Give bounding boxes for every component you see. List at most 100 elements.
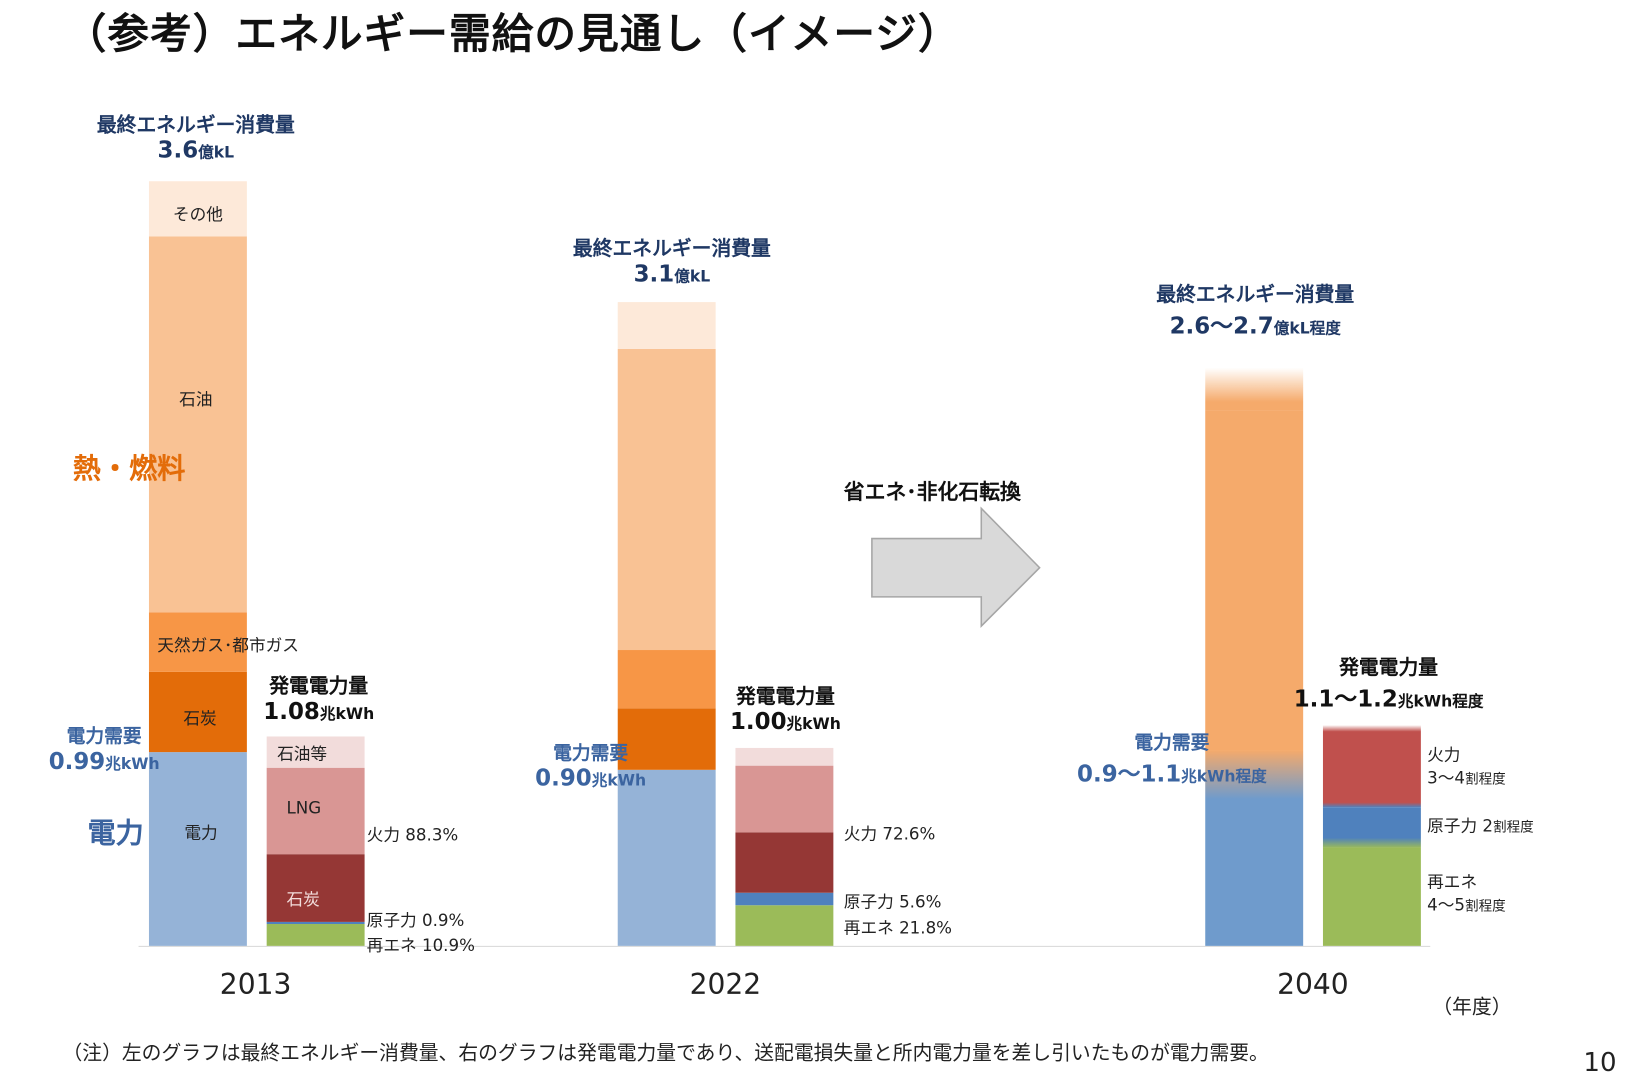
- share-label: 再エネ: [1427, 871, 1478, 892]
- footnote: （注）左のグラフは最終エネルギー消費量、右のグラフは発電電力量であり、送配電損失…: [62, 1041, 1269, 1065]
- label-oil: 石油: [179, 389, 213, 410]
- total-value: 2.6～2.7: [1169, 313, 1274, 340]
- unit: 兆kWh程度: [1397, 691, 1484, 711]
- page-title: （参考）エネルギー需給の見通し（イメージ）: [64, 10, 961, 59]
- generation-bar-oil_etc-2013: [266, 736, 365, 768]
- demand-title: 電力需要: [1134, 732, 1210, 755]
- final-energy-label-2013: 最終エネルギー消費量 3.6億kL: [94, 109, 298, 164]
- label-electricity: 電力: [184, 822, 218, 843]
- generation-bar-renewable-2013: [266, 924, 365, 946]
- unit: 割程度: [1465, 771, 1506, 788]
- year-2022: 2022: [689, 968, 762, 1002]
- electricity-big-label: 電力: [87, 817, 144, 851]
- energy-bar-gas-2022: [617, 650, 716, 708]
- share-value: 3～4: [1427, 767, 1466, 788]
- label-coal: 石炭: [183, 708, 217, 729]
- unit: 億kL程度: [1273, 318, 1341, 338]
- final-energy-title: 最終エネルギー消費量: [96, 113, 295, 137]
- demand-title: 電力需要: [553, 742, 629, 765]
- demand-label-2013: 電力需要 0.99兆kWh: [42, 722, 167, 775]
- generation-value: 1.08: [263, 698, 320, 726]
- share-thermal-2022: 火力 72.6%: [843, 823, 936, 844]
- generation-title: 発電電力量: [1339, 656, 1439, 680]
- unit: 億kL: [674, 266, 711, 286]
- heat-fuel-label: 熱・燃料: [72, 453, 186, 486]
- share-renewable-2022: 再エネ 21.8%: [843, 917, 953, 938]
- unit: 割程度: [1493, 819, 1534, 836]
- fiscal-year-label: （年度）: [1432, 995, 1512, 1019]
- unit: 兆kWh: [786, 714, 841, 734]
- share-value: 原子力 2: [1427, 815, 1494, 836]
- energy-bar-gas-2013: [148, 612, 247, 672]
- label-lng: LNG: [286, 797, 322, 818]
- label-oil-etc: 石油等: [277, 743, 328, 764]
- demand-label-2022: 電力需要 0.90兆kWh: [526, 739, 655, 792]
- share-thermal-2013: 火力 88.3%: [366, 825, 459, 845]
- right-arrow-icon: [871, 506, 1041, 628]
- share-renewable-2013: 再エネ 10.9%: [366, 935, 475, 956]
- generation-bar-coal_power-2013: [266, 853, 365, 923]
- year-2013: 2013: [219, 968, 292, 1002]
- generation-bar-oil_etc-2022: [735, 748, 834, 766]
- generation-label-2022: 発電電力量 1.00兆kWh: [719, 681, 852, 735]
- generation-bar-lng-2022: [735, 765, 834, 833]
- energy-bar-electricity-2022: [617, 769, 716, 946]
- final-energy-title: 最終エネルギー消費量: [1156, 283, 1355, 307]
- share-thermal-2040: 火力 3～4割程度: [1427, 744, 1506, 792]
- generation-value: 1.00: [729, 709, 787, 736]
- total-value: 3.1: [633, 261, 675, 288]
- share-renewable-2040: 再エネ 4～5割程度: [1427, 871, 1506, 919]
- demand-value: 0.90: [535, 765, 592, 792]
- energy-bar-other-2040: [1205, 367, 1304, 411]
- generation-bar-nuclear-2013: [266, 922, 365, 925]
- share-nuclear-2040: 原子力 2割程度: [1427, 811, 1534, 836]
- share-label: 火力: [1427, 744, 1461, 765]
- energy-bar-oil-2013: [148, 236, 247, 613]
- share-value: 4～5: [1427, 894, 1466, 915]
- generation-label-2040: 発電電力量 1.1～1.2兆kWh程度: [1279, 652, 1498, 713]
- unit: 億kL: [198, 142, 235, 162]
- energy-bar-coal-2022: [617, 707, 716, 770]
- unit: 兆kWh: [591, 770, 647, 790]
- energy-bar-electricity-2040: [1205, 750, 1304, 946]
- generation-label-2013: 発電電力量 1.08兆kWh: [252, 671, 385, 725]
- generation-bar-nuclear-2022: [735, 892, 834, 905]
- demand-label-2040: 電力需要 0.9～1.1兆kWh程度: [1063, 728, 1282, 788]
- unit: 兆kWh程度: [1181, 766, 1267, 786]
- page-number: 10: [1583, 1046, 1617, 1078]
- final-energy-title: 最終エネルギー消費量: [572, 237, 771, 261]
- generation-title: 発電電力量: [735, 685, 835, 709]
- total-value: 3.6: [157, 137, 199, 164]
- demand-value: 0.9～1.1: [1077, 761, 1182, 788]
- energy-bar-other-2022: [617, 301, 716, 349]
- generation-title: 発電電力量: [269, 675, 369, 698]
- energy-bar-oil-2022: [617, 348, 716, 651]
- final-energy-label-2022: 最終エネルギー消費量 3.1億kL: [568, 233, 776, 288]
- x-axis-line: [138, 945, 1431, 947]
- year-2040: 2040: [1277, 968, 1349, 1002]
- unit: 割程度: [1465, 898, 1506, 915]
- generation-bar-renewable-2040: [1322, 847, 1421, 946]
- share-nuclear-2013: 原子力 0.9%: [366, 910, 465, 931]
- label-other: その他: [172, 204, 223, 224]
- generation-bar-thermal_2040-2040: [1322, 724, 1421, 807]
- unit: 兆kWh: [105, 754, 160, 773]
- generation-bar-renewable-2022: [735, 904, 834, 946]
- transition-label: 省エネ･非化石転換: [843, 479, 1021, 505]
- energy-bar-other-2013: [148, 180, 247, 237]
- generation-bar-nuclear-2040: [1322, 806, 1421, 848]
- final-energy-label-2040: 最終エネルギー消費量 2.6～2.7億kL程度: [1146, 279, 1365, 340]
- demand-title: 電力需要: [66, 726, 142, 748]
- generation-value: 1.1～1.2: [1293, 686, 1398, 713]
- energy-bar-coal-2013: [148, 671, 247, 753]
- share-nuclear-2022: 原子力 5.6%: [843, 891, 942, 912]
- demand-value: 0.99: [48, 748, 106, 776]
- unit: 兆kWh: [319, 704, 375, 723]
- label-coal-power: 石炭: [286, 889, 320, 910]
- label-gas: 天然ガス･都市ガス: [157, 635, 299, 656]
- generation-bar-lng-2013: [266, 767, 365, 854]
- generation-bar-coal_power-2022: [735, 832, 834, 893]
- energy-bar-electricity-2013: [148, 752, 247, 946]
- energy-bar-fossil_2040-2040: [1205, 410, 1304, 751]
